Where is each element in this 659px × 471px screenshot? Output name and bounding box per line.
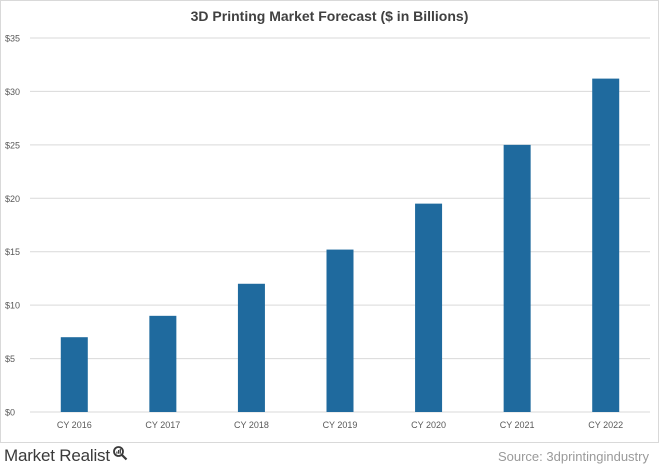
x-tick-label: CY 2016 — [57, 420, 92, 430]
bar-chart: $0 $5 $10 $15 $20 $25 $30 $35 CY 2016 CY 2017 CY 2… — [5, 34, 650, 430]
x-tick-label: CY 2021 — [500, 420, 535, 430]
y-tick-label: $0 — [5, 408, 15, 418]
brand-name: Market Realist — [4, 445, 110, 465]
magnifier-icon — [112, 445, 128, 466]
x-tick-label: CY 2020 — [411, 420, 446, 430]
y-tick-label: $10 — [5, 301, 20, 311]
y-tick-label: $15 — [5, 247, 20, 257]
brand-logo: Market Realist — [4, 445, 128, 466]
y-tick-label: $20 — [5, 194, 20, 204]
y-tick-label: $30 — [5, 87, 20, 97]
x-tick-label: CY 2019 — [323, 420, 358, 430]
bar — [592, 78, 620, 412]
bar — [149, 315, 177, 412]
x-tick-label: CY 2022 — [588, 420, 623, 430]
bar — [415, 203, 443, 412]
y-tick-label: $5 — [5, 354, 15, 364]
y-tick-label: $25 — [5, 140, 20, 150]
x-tick-label: CY 2017 — [145, 420, 180, 430]
bar — [60, 337, 88, 412]
y-tick-label: $35 — [5, 34, 20, 44]
bar — [326, 249, 354, 412]
bar — [503, 144, 531, 412]
x-tick-label: CY 2018 — [234, 420, 269, 430]
chart-title: 3D Printing Market Forecast ($ in Billio… — [190, 8, 469, 24]
bar — [237, 283, 265, 412]
source-note: Source: 3dprintingindustry — [497, 449, 649, 464]
